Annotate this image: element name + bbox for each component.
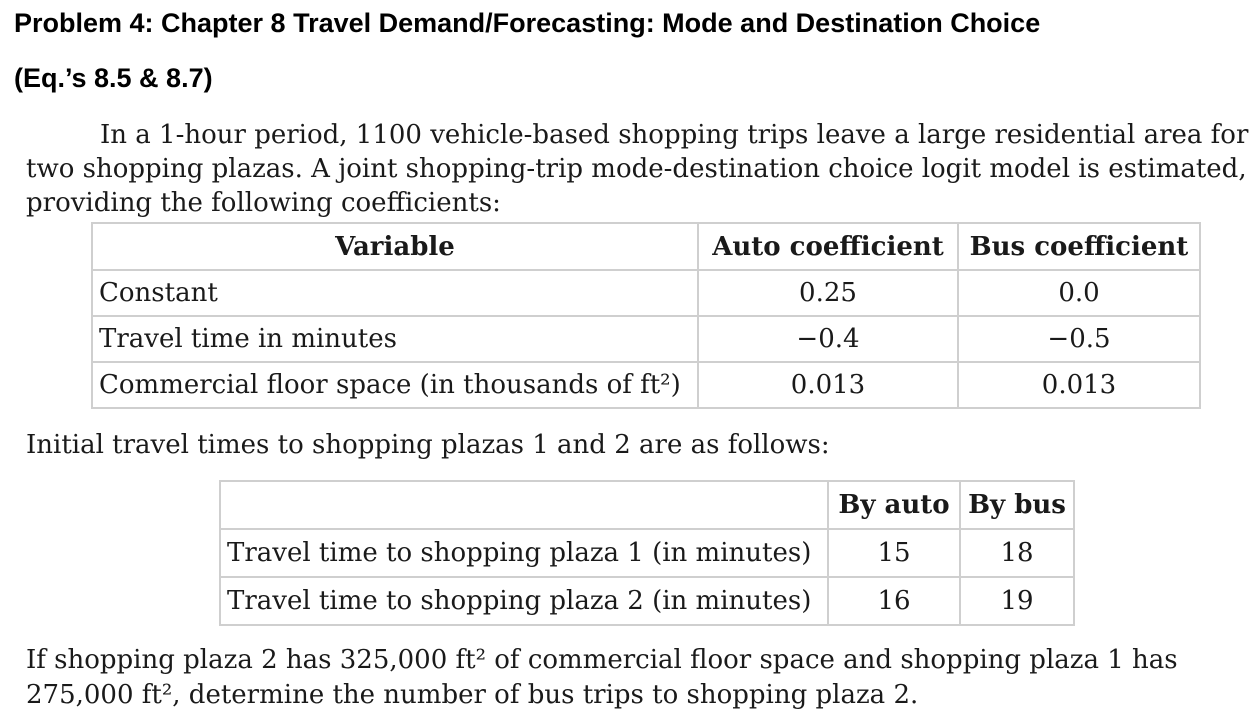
equation-reference: (Eq.’s 8.5 & 8.7) — [14, 63, 213, 93]
column-header-empty — [219, 480, 829, 530]
row-label-cell: Travel time to shopping plaza 1 (in minu… — [219, 528, 829, 578]
auto-coefficient-cell: 0.25 — [697, 269, 959, 317]
column-header-bus-coefficient: Bus coefficient — [957, 222, 1201, 271]
auto-time-cell: 15 — [827, 528, 961, 578]
problem-title: Problem 4: Chapter 8 Travel Demand/Forec… — [14, 8, 1041, 38]
table-row: Travel time to shopping plaza 2 (in minu… — [219, 576, 1075, 626]
variable-cell: Constant — [91, 269, 699, 317]
table-header-row: By auto By bus — [219, 480, 1075, 530]
coefficients-table: Variable Auto coefficient Bus coefficien… — [91, 222, 1201, 409]
table-header-row: Variable Auto coefficient Bus coefficien… — [91, 222, 1201, 271]
auto-coefficient-cell: −0.4 — [697, 315, 959, 363]
initial-times-paragraph: Initial travel times to shopping plazas … — [26, 430, 830, 460]
column-header-by-auto: By auto — [827, 480, 961, 530]
bus-coefficient-cell: 0.0 — [957, 269, 1201, 317]
auto-coefficient-cell: 0.013 — [697, 361, 959, 409]
bus-coefficient-cell: 0.013 — [957, 361, 1201, 409]
intro-paragraph: In a 1-hour period, 1100 vehicle-based s… — [26, 120, 1249, 218]
bus-time-cell: 18 — [959, 528, 1075, 578]
column-header-auto-coefficient: Auto coefficient — [697, 222, 959, 271]
table-row: Travel time in minutes −0.4 −0.5 — [91, 315, 1201, 363]
bus-time-cell: 19 — [959, 576, 1075, 626]
column-header-variable: Variable — [91, 222, 699, 271]
variable-cell: Commercial floor space (in thousands of … — [91, 361, 699, 409]
row-label-cell: Travel time to shopping plaza 2 (in minu… — [219, 576, 829, 626]
table-row: Travel time to shopping plaza 1 (in minu… — [219, 528, 1075, 578]
column-header-by-bus: By bus — [959, 480, 1075, 530]
table-row: Constant 0.25 0.0 — [91, 269, 1201, 317]
travel-times-table: By auto By bus Travel time to shopping p… — [219, 480, 1075, 626]
bus-coefficient-cell: −0.5 — [957, 315, 1201, 363]
variable-cell: Travel time in minutes — [91, 315, 699, 363]
auto-time-cell: 16 — [827, 576, 961, 626]
table-row: Commercial floor space (in thousands of … — [91, 361, 1201, 409]
question-paragraph: If shopping plaza 2 has 325,000 ft² of c… — [26, 645, 1178, 710]
